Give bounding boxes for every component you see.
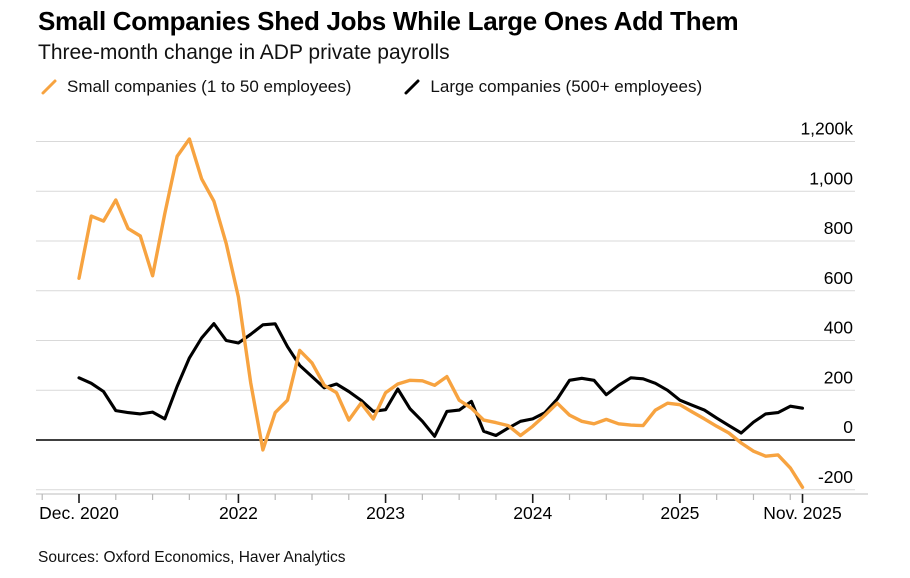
legend-item-large-companies: Large companies (500+ employees) bbox=[403, 77, 702, 97]
legend-item-small-companies: Small companies (1 to 50 employees) bbox=[40, 77, 351, 97]
line-small-companies bbox=[77, 137, 805, 489]
line-large-companies bbox=[77, 322, 805, 438]
legend-swatch-small-companies-icon bbox=[41, 79, 57, 95]
x-axis-tick-label: 2022 bbox=[219, 503, 258, 523]
legend-swatch-large-companies-icon bbox=[404, 79, 420, 95]
legend-label-large-companies: Large companies (500+ employees) bbox=[430, 77, 703, 96]
x-axis-tick-label: 2023 bbox=[366, 503, 405, 523]
y-axis-tick-label: 1,000 bbox=[809, 168, 853, 188]
y-axis-tick-label: -200 bbox=[818, 467, 853, 487]
y-axis-tick-label: 0 bbox=[843, 417, 853, 437]
x-axis-tick-label: Dec. 2020 bbox=[39, 503, 119, 523]
y-axis-tick-label: 600 bbox=[824, 268, 853, 288]
chart-subtitle: Three-month change in ADP private payrol… bbox=[38, 41, 450, 64]
x-axis-tick-label: 2025 bbox=[660, 503, 699, 523]
source-note: Sources: Oxford Economics, Haver Analyti… bbox=[38, 549, 346, 566]
chart-title: Small Companies Shed Jobs While Large On… bbox=[38, 6, 739, 36]
y-axis-tick-label: 400 bbox=[824, 318, 853, 338]
legend-label-small-companies: Small companies (1 to 50 employees) bbox=[67, 77, 352, 96]
chart-legend: Small companies (1 to 50 employees) Larg… bbox=[40, 77, 702, 97]
y-axis-tick-label: 800 bbox=[824, 218, 853, 238]
x-axis-tick-label: 2024 bbox=[513, 503, 552, 523]
y-axis-tick-label: 200 bbox=[824, 367, 853, 387]
x-axis-tick-label: Nov. 2025 bbox=[763, 503, 841, 523]
y-axis-tick-label: 1,200k bbox=[800, 119, 853, 139]
